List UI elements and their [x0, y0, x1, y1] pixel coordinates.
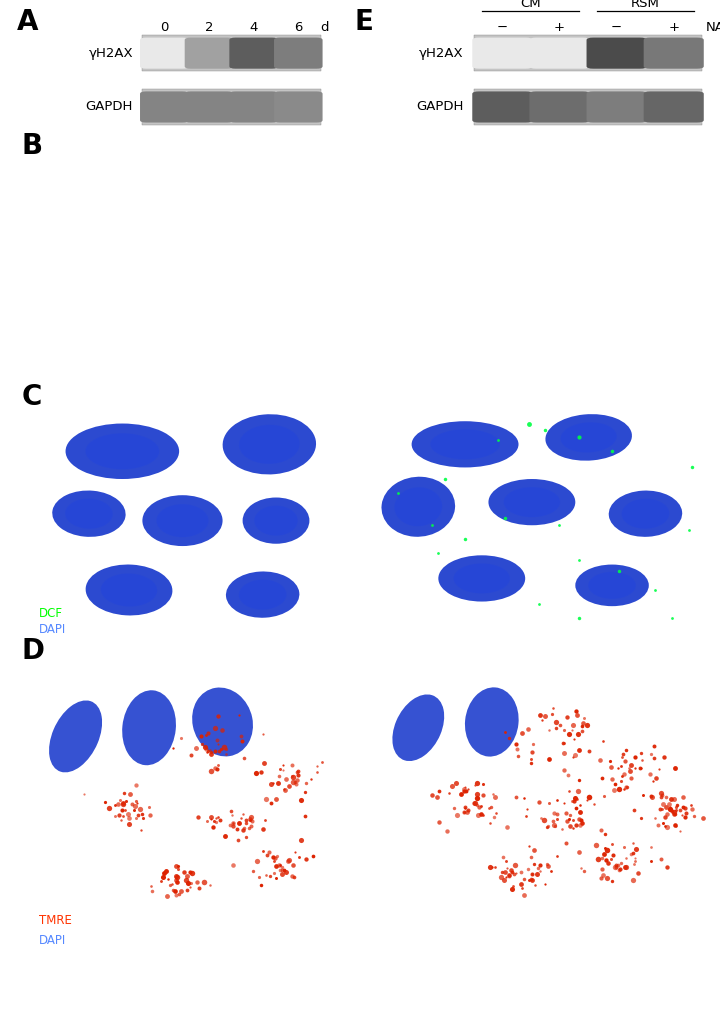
Text: RSM: RSM: [661, 166, 696, 180]
Text: E: E: [354, 8, 374, 35]
Ellipse shape: [86, 433, 159, 469]
Ellipse shape: [382, 477, 455, 536]
Text: B: B: [22, 132, 42, 160]
FancyBboxPatch shape: [142, 35, 320, 71]
Text: CM: CM: [521, 0, 541, 10]
FancyBboxPatch shape: [474, 35, 702, 71]
FancyBboxPatch shape: [644, 91, 703, 123]
Text: 4: 4: [249, 21, 258, 33]
Ellipse shape: [239, 580, 287, 609]
Text: 6: 6: [294, 21, 302, 33]
FancyBboxPatch shape: [230, 91, 278, 123]
Ellipse shape: [49, 701, 102, 773]
Ellipse shape: [504, 487, 560, 517]
Ellipse shape: [392, 695, 444, 762]
Ellipse shape: [621, 499, 670, 528]
FancyBboxPatch shape: [474, 89, 702, 125]
FancyBboxPatch shape: [142, 89, 320, 125]
Text: d: d: [320, 21, 329, 33]
Text: 2: 2: [204, 21, 213, 33]
FancyBboxPatch shape: [472, 91, 532, 123]
Text: −: −: [611, 21, 622, 33]
Ellipse shape: [243, 498, 310, 544]
Ellipse shape: [222, 415, 316, 475]
Text: RSM: RSM: [661, 673, 696, 686]
FancyBboxPatch shape: [140, 38, 189, 69]
Text: RSM: RSM: [661, 417, 696, 431]
Ellipse shape: [608, 491, 682, 536]
FancyBboxPatch shape: [587, 38, 647, 69]
FancyBboxPatch shape: [587, 91, 647, 123]
Ellipse shape: [86, 565, 172, 615]
FancyBboxPatch shape: [274, 38, 323, 69]
FancyBboxPatch shape: [472, 38, 532, 69]
Text: γH2AX: γH2AX: [39, 365, 78, 378]
Text: GAPDH: GAPDH: [86, 100, 133, 114]
FancyBboxPatch shape: [230, 38, 278, 69]
FancyBboxPatch shape: [529, 38, 590, 69]
Ellipse shape: [66, 424, 179, 479]
Text: 0: 0: [160, 21, 168, 33]
Text: +: +: [554, 21, 565, 33]
Ellipse shape: [254, 506, 298, 535]
Ellipse shape: [546, 414, 632, 460]
Text: CM: CM: [329, 417, 353, 431]
Ellipse shape: [239, 425, 300, 463]
Text: DAPI: DAPI: [39, 934, 66, 947]
Text: TMRE: TMRE: [39, 915, 72, 927]
Ellipse shape: [53, 491, 125, 536]
Text: DAPI: DAPI: [39, 624, 66, 636]
Ellipse shape: [465, 687, 518, 756]
Ellipse shape: [122, 691, 176, 766]
Text: CM: CM: [329, 166, 353, 180]
Text: C: C: [22, 382, 42, 411]
Ellipse shape: [412, 421, 518, 467]
Ellipse shape: [575, 565, 649, 606]
Text: RSM: RSM: [631, 0, 660, 10]
Ellipse shape: [156, 504, 209, 537]
FancyBboxPatch shape: [185, 91, 233, 123]
Text: −: −: [497, 21, 508, 33]
Ellipse shape: [192, 687, 253, 756]
Text: γH2AX: γH2AX: [419, 47, 464, 60]
Ellipse shape: [438, 556, 525, 601]
Ellipse shape: [226, 572, 300, 618]
FancyBboxPatch shape: [529, 91, 590, 123]
Ellipse shape: [65, 499, 113, 528]
Ellipse shape: [588, 572, 636, 599]
Text: D: D: [22, 637, 45, 665]
Text: A: A: [17, 8, 38, 35]
Text: NAC: NAC: [706, 21, 720, 33]
FancyBboxPatch shape: [140, 91, 189, 123]
Ellipse shape: [488, 479, 575, 525]
Ellipse shape: [395, 488, 442, 526]
Text: CM: CM: [329, 673, 353, 686]
Text: γH2AX: γH2AX: [89, 47, 133, 60]
Ellipse shape: [561, 422, 617, 452]
Text: GAPDH: GAPDH: [416, 100, 464, 114]
FancyBboxPatch shape: [185, 38, 233, 69]
Text: +: +: [668, 21, 679, 33]
Ellipse shape: [431, 429, 500, 459]
Text: DCF: DCF: [39, 607, 63, 620]
FancyBboxPatch shape: [274, 91, 323, 123]
Ellipse shape: [101, 574, 157, 606]
FancyBboxPatch shape: [644, 38, 703, 69]
Ellipse shape: [143, 495, 222, 547]
Ellipse shape: [454, 564, 510, 593]
